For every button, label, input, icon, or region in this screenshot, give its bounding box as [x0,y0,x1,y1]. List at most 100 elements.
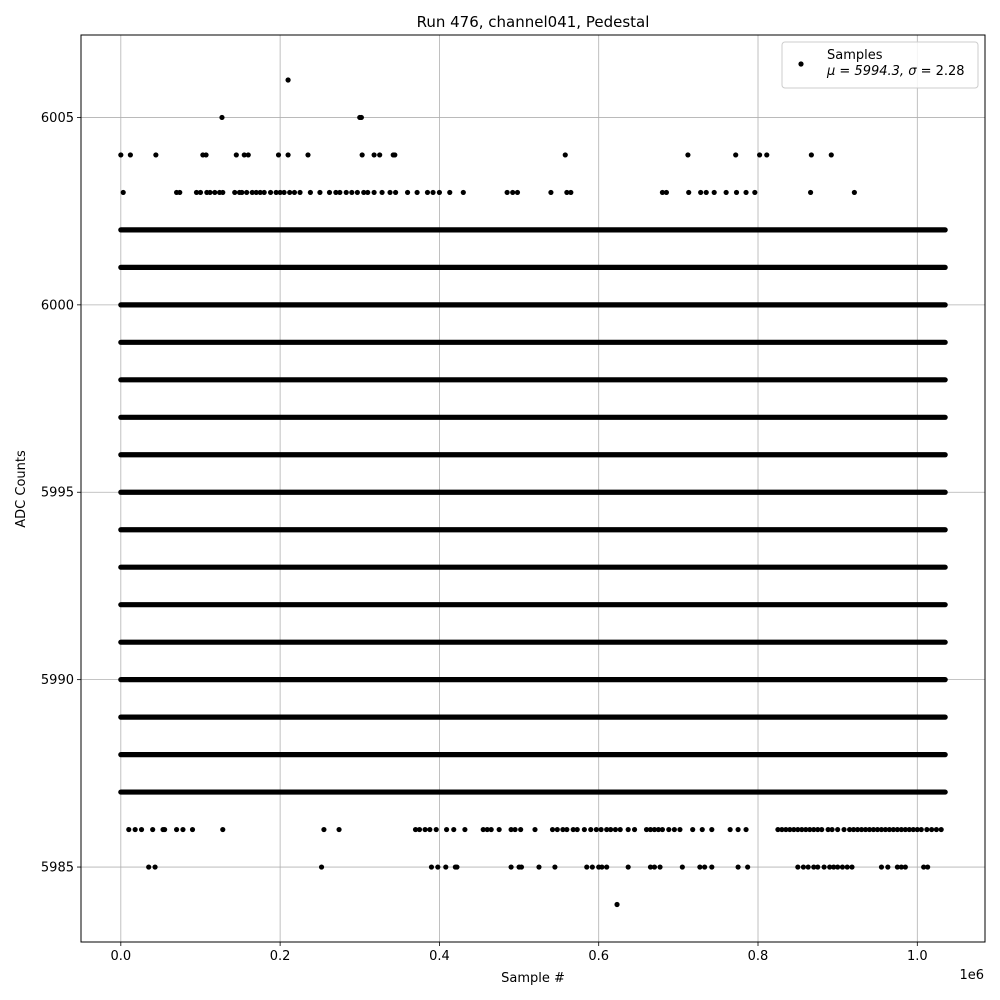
x-tick-label: 0.6 [588,949,609,964]
data-point [349,189,355,196]
data-point [807,826,813,833]
data-point [851,189,857,196]
data-point [663,189,670,196]
data-point [803,826,809,833]
data-point [831,864,837,870]
data-point [393,189,399,196]
data-point [297,189,303,196]
data-point [921,864,927,870]
data-point [548,189,554,196]
data-point [686,189,692,196]
data-point [918,826,924,833]
y-axis-label: ADC Counts [14,450,29,528]
data-point [735,826,741,833]
data-point [699,826,705,833]
data-point [371,189,377,196]
legend-marker [798,61,804,67]
data-point [379,189,385,196]
data-point [703,189,709,196]
data-point [285,152,291,158]
data-point [870,826,877,833]
data-point [253,189,259,196]
data-point [359,152,365,158]
data-point [336,826,342,833]
data-point [554,826,560,833]
data-point [549,826,556,833]
data-point [365,189,371,196]
y-tick-label: 6005 [41,111,74,126]
data-point [745,864,751,870]
data-point [614,901,620,908]
data-point [659,826,666,833]
data-point [862,826,869,833]
data-point [589,864,595,870]
x-tick-label: 1.0 [907,949,928,964]
data-point [574,826,580,833]
data-point [239,189,245,196]
data-point [791,826,797,833]
data-point [647,864,654,870]
data-point [404,189,411,196]
data-point [508,826,514,833]
data-point [894,864,900,870]
data-point [787,826,793,833]
data-point [666,826,672,833]
data-point [261,189,267,196]
data-point [317,189,323,196]
legend-stats-label: μ = 5994.3, σ = 2.28 [826,64,965,79]
data-point [709,826,715,833]
data-point [898,826,904,833]
data-point [651,826,658,833]
data-point [743,189,749,196]
data-point [120,189,126,196]
data-point [203,152,209,158]
data-point [267,189,274,196]
data-point [326,189,333,196]
data-point [671,826,677,833]
data-point [207,189,213,196]
data-point [451,826,457,833]
data-point [249,189,255,196]
data-point [536,864,542,870]
data-point [795,864,801,870]
data-point [752,189,758,196]
data-point [153,152,159,158]
chart-title: Run 476, channel041, Pedestal [417,13,650,31]
data-point [428,864,435,870]
data-point [878,864,885,870]
data-point [162,826,168,833]
data-point [885,864,891,870]
data-point [866,826,873,833]
data-point [436,189,443,196]
data-point [220,189,226,196]
data-point [512,826,518,833]
data-point [854,826,861,833]
data-point [180,826,186,833]
legend: Samples μ = 5994.3, σ = 2.28 [781,41,979,89]
data-point [733,152,739,158]
data-point [361,189,367,196]
legend-box [781,41,979,89]
data-point [358,114,364,121]
data-point [220,826,226,833]
data-point [929,826,935,833]
data-point [126,826,132,833]
data-point [764,152,770,158]
data-point [685,152,691,158]
data-point [846,826,853,833]
data-point [807,189,814,196]
data-point [844,864,850,870]
data-point [743,826,749,833]
data-point [679,864,685,870]
data-point [811,826,817,833]
data-point [430,189,436,196]
data-point [488,826,494,833]
data-point [132,826,138,833]
data-point [612,826,619,833]
data-point [427,826,433,833]
data-point [657,864,663,870]
data-point [874,826,881,833]
data-point [835,864,841,870]
data-point [570,826,576,833]
